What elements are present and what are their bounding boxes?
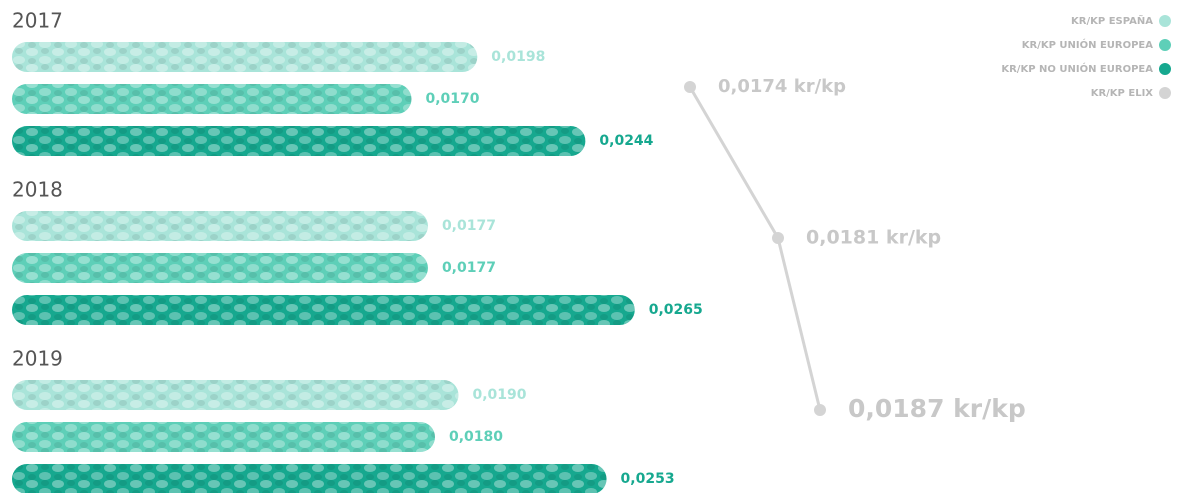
point	[772, 232, 784, 244]
bar-texture	[12, 211, 428, 241]
value-label: 0,0181 kr/kp	[806, 227, 941, 249]
year-label: 2017	[12, 9, 63, 33]
value-label: 0,0180	[449, 429, 503, 445]
bar-texture	[12, 380, 459, 410]
value-label: 0,0177	[442, 260, 496, 276]
value-label: 0,0253	[621, 471, 675, 487]
legend-label: KR/KP ELIX	[1091, 88, 1154, 99]
legend-swatch	[1159, 63, 1171, 75]
bar-texture	[12, 253, 428, 283]
bar-texture	[12, 42, 478, 72]
value-label: 0,0174 kr/kp	[718, 76, 846, 97]
line	[688, 86, 822, 411]
bar-texture	[12, 126, 586, 156]
legend-swatch	[1159, 39, 1171, 51]
value-label: 0,0187 kr/kp	[848, 394, 1026, 423]
bar-texture	[12, 84, 412, 114]
year-label: 2018	[12, 178, 63, 202]
bar-texture	[12, 295, 635, 325]
point	[684, 81, 696, 93]
legend-label: KR/KP ESPAÑA	[1071, 14, 1153, 27]
bar-texture	[12, 422, 435, 452]
value-label: 0,0244	[599, 133, 653, 149]
value-label: 0,0265	[649, 302, 703, 318]
bar-texture	[12, 464, 607, 493]
legend-swatch	[1159, 15, 1171, 27]
legend-label: KR/KP UNIÓN EUROPEA	[1022, 38, 1154, 51]
value-label: 0,0177	[442, 218, 496, 234]
value-label: 0,0170	[426, 91, 480, 107]
point	[814, 404, 826, 416]
year-label: 2019	[12, 347, 63, 371]
value-label: 0,0198	[491, 49, 545, 65]
legend-label: KR/KP NO UNIÓN EUROPEA	[1001, 62, 1153, 75]
legend-swatch	[1159, 87, 1171, 99]
value-label: 0,0190	[473, 387, 527, 403]
